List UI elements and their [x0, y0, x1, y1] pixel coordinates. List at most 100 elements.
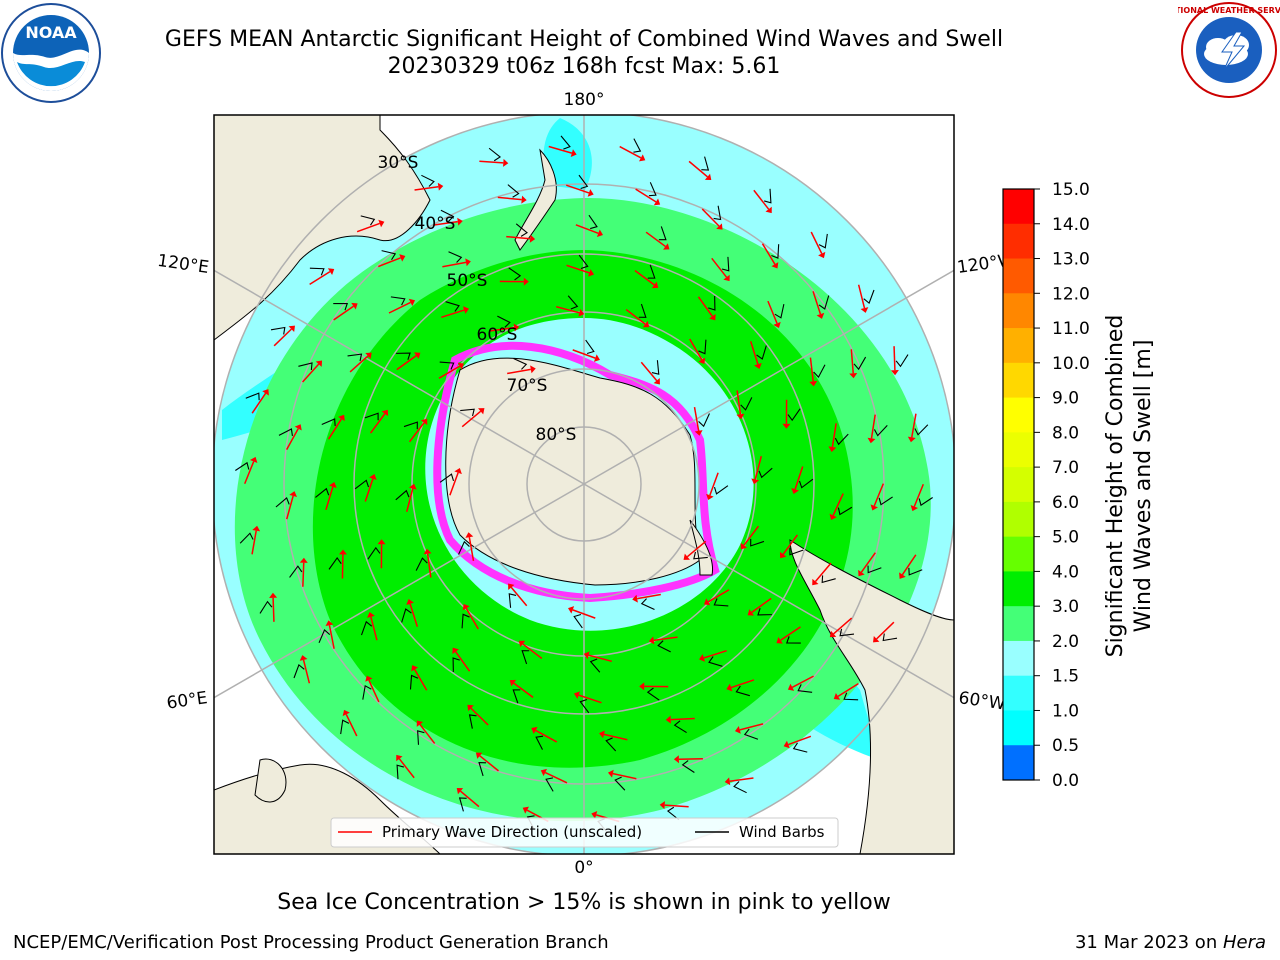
wave-arrow-head — [475, 752, 483, 759]
wave-arrow-head — [452, 647, 459, 655]
wind-barb — [774, 303, 785, 319]
lat-label-30s: 30°S — [378, 153, 419, 173]
wave-arrow-head — [659, 801, 665, 810]
wave-arrow-head — [698, 357, 706, 365]
wave-direction-arrow — [302, 363, 320, 383]
colorbar-tick-label: 15.0 — [1052, 180, 1090, 200]
wave-arrow-head — [632, 594, 638, 603]
wave-direction-arrow — [701, 208, 720, 227]
wave-arrow-head — [907, 436, 916, 443]
wind-barb — [289, 565, 303, 578]
wave-direction-arrow — [328, 625, 335, 649]
wave-arrow-head — [783, 740, 790, 749]
wave-direction-arrow — [782, 534, 799, 555]
wind-barb — [863, 289, 875, 305]
wind-barb — [713, 485, 729, 495]
wave-arrow-head — [338, 414, 345, 422]
wave-arrow-head — [573, 691, 580, 699]
wind-barb — [647, 264, 656, 279]
wave-arrow-head — [568, 606, 575, 614]
wave-arrow-head — [642, 320, 650, 328]
wind-barb — [508, 593, 517, 608]
wave-arrow-head — [288, 325, 295, 332]
wave-direction-arrow — [754, 456, 763, 480]
wind-barb — [813, 364, 826, 379]
wave-direction-arrow — [273, 328, 292, 347]
colorbar-tick-label: 11.0 — [1052, 319, 1090, 339]
wave-arrow-head — [399, 254, 406, 262]
wind-barb — [440, 209, 455, 222]
wave-direction-arrow — [302, 562, 305, 587]
wind-barb — [638, 303, 647, 318]
wave-arrow-head — [734, 726, 741, 734]
wind-barb — [578, 174, 589, 190]
wave-arrow-head — [299, 655, 308, 661]
wave-arrow-head — [818, 251, 826, 259]
colorbar-label-line1: Significant Height of Combined — [1103, 315, 1128, 658]
wave-direction-arrow — [510, 586, 528, 607]
colorbar-tick-label: 1.0 — [1052, 701, 1079, 721]
colorbar-swatch — [1003, 397, 1034, 433]
wind-barb — [918, 497, 933, 507]
wave-direction-arrow — [479, 755, 499, 772]
colorbar-swatch — [1003, 675, 1034, 711]
wave-arrow-head — [478, 408, 485, 415]
wave-direction-arrow — [857, 284, 866, 309]
wind-barb — [708, 656, 723, 667]
wind-barb — [698, 339, 707, 355]
wind-barb — [853, 356, 867, 371]
lon-label-180: 180° — [564, 90, 605, 110]
wave-direction-arrow — [441, 309, 465, 319]
colorbar-swatch — [1003, 571, 1034, 607]
wind-barb — [448, 251, 463, 263]
colorbar-label-line2: Wind Waves and Swell [m] — [1131, 340, 1156, 633]
wave-arrow-head — [890, 370, 899, 376]
wave-direction-arrow — [697, 296, 713, 317]
wind-barb — [914, 424, 929, 436]
colorbar-swatch — [1003, 536, 1034, 572]
wave-and-wind-vectors — [235, 135, 933, 833]
wave-arrow-head — [329, 482, 337, 488]
wave-direction-arrow — [637, 593, 661, 600]
wave-direction-arrow — [653, 636, 678, 642]
wave-arrow-head — [381, 409, 389, 417]
map-legend: Primary Wave Direction (unscaled) Wind B… — [330, 817, 839, 848]
colorbar-tick-label: 3.0 — [1052, 597, 1079, 617]
wind-barb — [589, 658, 601, 673]
wave-direction-arrow — [635, 188, 657, 203]
wind-barb — [818, 295, 830, 310]
wind-barb — [657, 640, 671, 653]
wave-direction-arrow — [442, 261, 467, 268]
wind-barb — [417, 730, 425, 745]
wave-arrow-head — [327, 268, 335, 276]
wind-barb — [733, 781, 747, 794]
lat-label-60s: 60°S — [477, 325, 518, 345]
wave-arrow-head — [771, 262, 779, 269]
wave-arrow-head — [709, 313, 716, 321]
wind-barb — [409, 674, 419, 690]
wave-arrow-head — [828, 446, 837, 452]
colorbar-swatch — [1003, 467, 1034, 503]
wave-arrow-head — [578, 308, 585, 317]
wind-barb — [797, 684, 813, 693]
wave-direction-arrow — [572, 349, 596, 359]
wind-barb — [512, 689, 521, 704]
colorbar-swatches — [1002, 188, 1035, 781]
wind-barb — [735, 685, 750, 697]
wind-barb — [401, 608, 412, 623]
wind-barb — [278, 428, 293, 437]
wave-direction-arrow — [548, 145, 573, 154]
wave-direction-arrow — [398, 758, 415, 779]
wave-arrow-head — [540, 768, 548, 777]
colorbar-tick-label: 0.0 — [1052, 771, 1079, 791]
wind-barb — [421, 174, 435, 187]
wave-direction-arrow — [479, 160, 504, 164]
wave-arrow-head — [457, 217, 463, 226]
wave-arrow-head — [252, 525, 261, 532]
madagascar-land — [254, 758, 287, 803]
wave-arrow-head — [503, 158, 509, 167]
lat-label-50s: 50°S — [447, 271, 488, 291]
wave-direction-arrow — [408, 422, 425, 443]
wave-arrow-head — [262, 389, 269, 396]
new-zealand-land — [514, 148, 557, 251]
